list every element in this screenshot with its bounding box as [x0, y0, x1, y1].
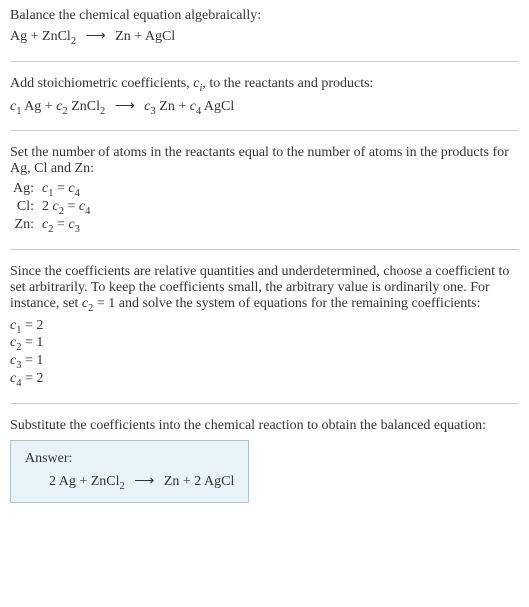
divider — [10, 403, 519, 404]
atom-equation-row: Zn:c2 = c3 — [10, 217, 519, 235]
divider — [10, 249, 519, 250]
atom-equation-row: Cl:2 c2 = c4 — [10, 199, 519, 217]
atom-equation: c2 = c3 — [42, 217, 80, 235]
plus: + — [31, 29, 39, 44]
arrow-icon: ⟶ — [115, 99, 135, 114]
element-label: Zn: — [10, 217, 42, 233]
balanced-equation: 2 Ag + ZnCl2 ⟶ Zn + 2 AgCl — [25, 473, 234, 492]
answer-box: Answer: 2 Ag + ZnCl2 ⟶ Zn + 2 AgCl — [10, 440, 249, 503]
arrow-icon: ⟶ — [86, 29, 106, 44]
instruction-text: Set the number of atoms in the reactants… — [10, 145, 519, 177]
product-zn: Zn — [115, 29, 131, 44]
instruction-text: Add stoichiometric coefficients, ci, to … — [10, 76, 519, 94]
element-label: Ag: — [10, 181, 42, 197]
coefficient-row: c4 = 2 — [10, 371, 519, 389]
product-agcl: AgCl — [145, 29, 175, 44]
divider — [10, 130, 519, 131]
coefficient-row: c1 = 2 — [10, 318, 519, 336]
coefficient-row: c3 = 1 — [10, 353, 519, 371]
section-add-coefficients: Add stoichiometric coefficients, ci, to … — [10, 76, 519, 117]
section-answer: Substitute the coefficients into the che… — [10, 418, 519, 503]
instruction-text: Since the coefficients are relative quan… — [10, 264, 519, 314]
divider — [10, 61, 519, 62]
arrow-icon: ⟶ — [134, 474, 154, 489]
instruction-text: Substitute the coefficients into the che… — [10, 418, 519, 434]
prompt-text: Balance the chemical equation algebraica… — [10, 8, 519, 24]
section-balance-prompt: Balance the chemical equation algebraica… — [10, 8, 519, 47]
unbalanced-equation: Ag + ZnCl2 ⟶ Zn + AgCl — [10, 28, 519, 47]
atom-equation-row: Ag:c1 = c4 — [10, 181, 519, 199]
coefficient-row: c2 = 1 — [10, 335, 519, 353]
coefficient-values: c1 = 2c2 = 1c3 = 1c4 = 2 — [10, 318, 519, 389]
coefficient-equation: c1 Ag + c2 ZnCl2 ⟶ c3 Zn + c4 AgCl — [10, 98, 519, 117]
section-atom-balance: Set the number of atoms in the reactants… — [10, 145, 519, 234]
reactant-ag: Ag — [10, 29, 27, 44]
plus: + — [134, 29, 142, 44]
atom-equations: Ag:c1 = c4Cl:2 c2 = c4Zn:c2 = c3 — [10, 181, 519, 234]
element-label: Cl: — [10, 199, 42, 215]
atom-equation: c1 = c4 — [42, 181, 80, 199]
answer-label: Answer: — [25, 451, 234, 467]
section-solve: Since the coefficients are relative quan… — [10, 264, 519, 389]
reactant-zncl2: ZnCl2 — [42, 29, 76, 44]
atom-equation: 2 c2 = c4 — [42, 199, 90, 217]
